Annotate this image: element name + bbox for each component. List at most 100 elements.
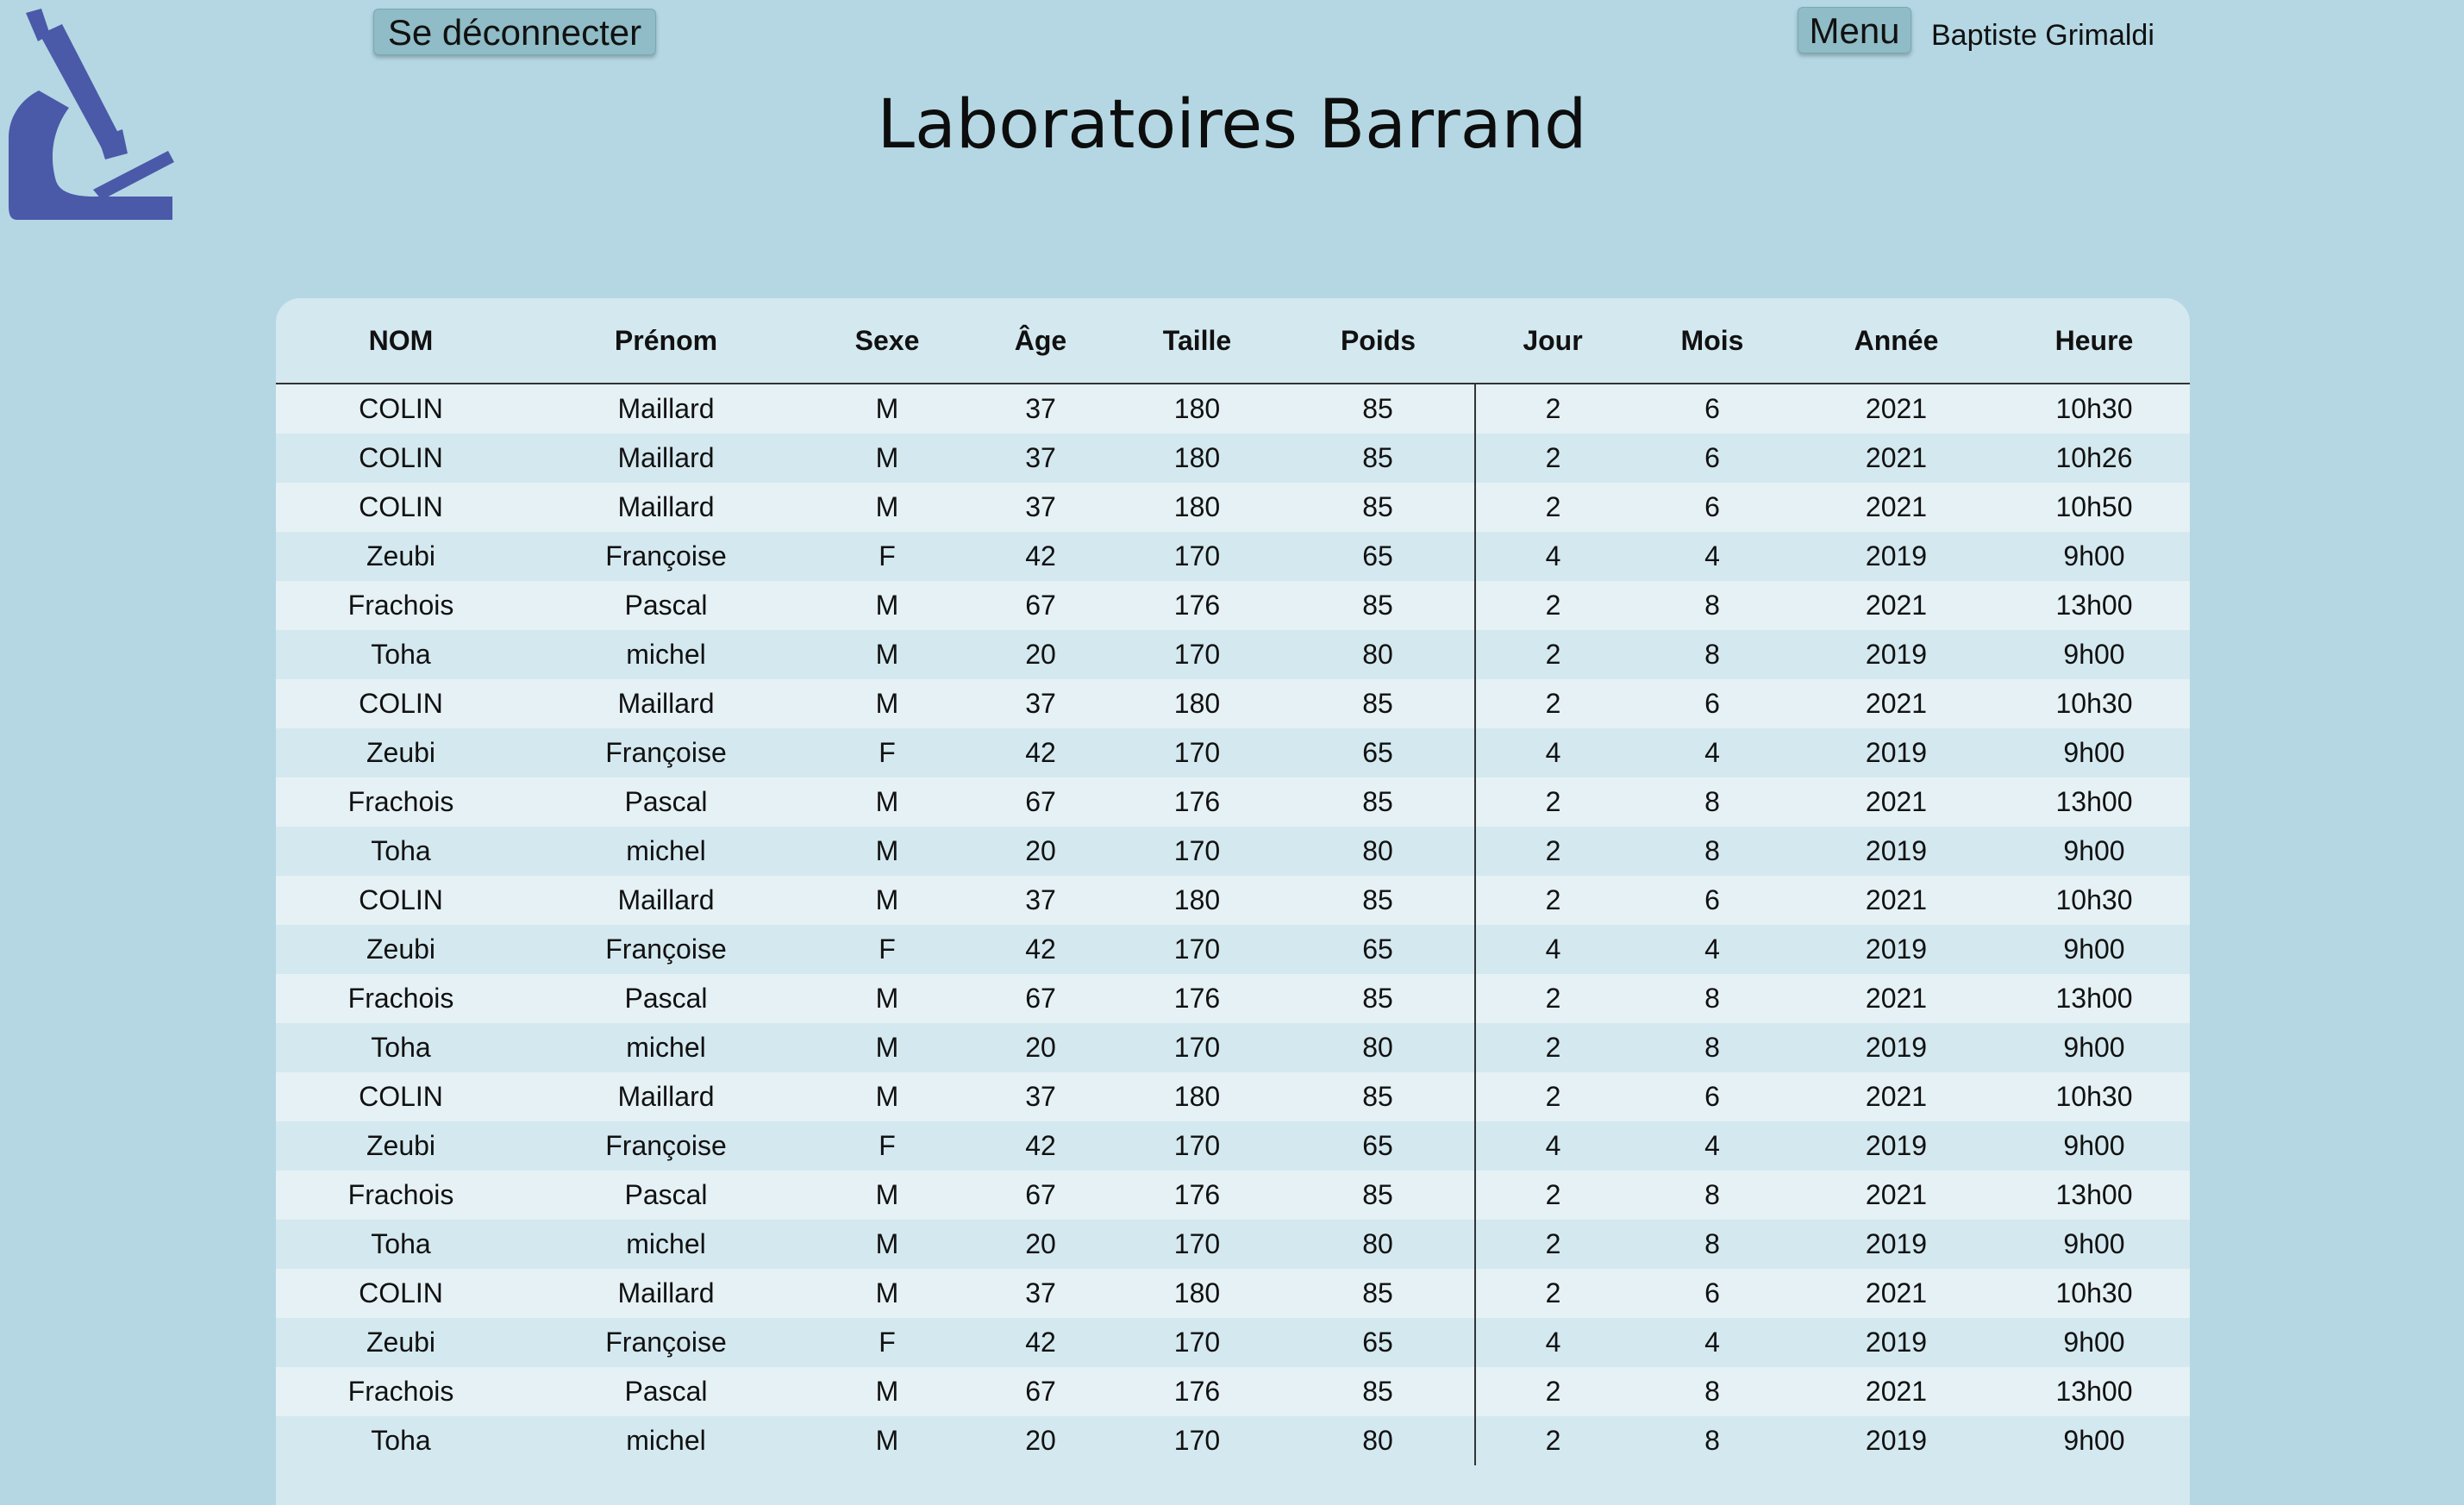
cell-annee: 2021 (1794, 1171, 1998, 1220)
cell-prenom: Pascal (526, 777, 806, 827)
cell-prenom: Pascal (526, 1171, 806, 1220)
cell-age: 37 (968, 434, 1113, 483)
cell-jour: 2 (1474, 581, 1630, 630)
cell-sexe: F (806, 728, 968, 777)
cell-taille: 180 (1113, 1269, 1281, 1318)
table-row: Toha michel M 20 170 80 2 8 2019 9h00 (276, 1220, 2190, 1269)
cell-sexe: M (806, 581, 968, 630)
cell-sexe: M (806, 1171, 968, 1220)
table-row: Frachois Pascal M 67 176 85 2 8 2021 13h00 (276, 1171, 2190, 1220)
cell-annee: 2019 (1794, 827, 1998, 876)
cell-jour: 2 (1474, 777, 1630, 827)
cell-nom: Toha (276, 630, 526, 679)
cell-sexe: F (806, 532, 968, 581)
cell-mois: 8 (1630, 827, 1794, 876)
table-row: Toha michel M 20 170 80 2 8 2019 9h00 (276, 1023, 2190, 1072)
cell-nom: COLIN (276, 384, 526, 434)
cell-nom: Frachois (276, 777, 526, 827)
cell-mois: 8 (1630, 777, 1794, 827)
cell-jour: 2 (1474, 434, 1630, 483)
cell-nom: COLIN (276, 679, 526, 728)
cell-age: 37 (968, 483, 1113, 532)
cell-annee: 2019 (1794, 1023, 1998, 1072)
cell-sexe: M (806, 777, 968, 827)
cell-jour: 2 (1474, 974, 1630, 1023)
cell-age: 37 (968, 1269, 1113, 1318)
column-header-annee: Année (1794, 298, 1998, 384)
cell-mois: 8 (1630, 1416, 1794, 1465)
cell-annee: 2019 (1794, 1220, 1998, 1269)
cell-mois: 4 (1630, 1318, 1794, 1367)
cell-heure: 9h00 (1998, 827, 2190, 876)
cell-jour: 2 (1474, 630, 1630, 679)
user-name: Baptiste Grimaldi (1931, 19, 2154, 52)
cell-prenom: michel (526, 1416, 806, 1465)
cell-nom: Zeubi (276, 532, 526, 581)
cell-jour: 2 (1474, 827, 1630, 876)
cell-annee: 2021 (1794, 434, 1998, 483)
table-row: COLIN Maillard M 37 180 85 2 6 2021 10h30 (276, 1269, 2190, 1318)
cell-heure: 13h00 (1998, 581, 2190, 630)
table-row: Frachois Pascal M 67 176 85 2 8 2021 13h00 (276, 974, 2190, 1023)
table-row: COLIN Maillard M 37 180 85 2 6 2021 10h30 (276, 876, 2190, 925)
cell-taille: 170 (1113, 827, 1281, 876)
cell-heure: 9h00 (1998, 1023, 2190, 1072)
cell-sexe: M (806, 434, 968, 483)
cell-jour: 4 (1474, 1121, 1630, 1171)
cell-nom: Frachois (276, 1171, 526, 1220)
cell-sexe: M (806, 827, 968, 876)
cell-age: 42 (968, 728, 1113, 777)
cell-mois: 8 (1630, 1023, 1794, 1072)
cell-mois: 4 (1630, 532, 1794, 581)
cell-taille: 176 (1113, 1367, 1281, 1416)
cell-poids: 65 (1281, 532, 1475, 581)
cell-nom: COLIN (276, 876, 526, 925)
page-title: Laboratoires Barrand (877, 86, 1587, 164)
cell-jour: 2 (1474, 1220, 1630, 1269)
cell-mois: 6 (1630, 483, 1794, 532)
cell-prenom: Pascal (526, 974, 806, 1023)
column-header-nom: NOM (276, 298, 526, 384)
cell-nom: COLIN (276, 1269, 526, 1318)
cell-poids: 65 (1281, 1318, 1475, 1367)
cell-prenom: Maillard (526, 679, 806, 728)
cell-mois: 6 (1630, 1269, 1794, 1318)
table-row: Toha michel M 20 170 80 2 8 2019 9h00 (276, 827, 2190, 876)
table-row: Toha michel M 20 170 80 2 8 2019 9h00 (276, 630, 2190, 679)
cell-annee: 2019 (1794, 1416, 1998, 1465)
cell-heure: 9h00 (1998, 925, 2190, 974)
cell-taille: 170 (1113, 1023, 1281, 1072)
cell-taille: 176 (1113, 581, 1281, 630)
cell-jour: 4 (1474, 532, 1630, 581)
cell-taille: 180 (1113, 876, 1281, 925)
cell-heure: 9h00 (1998, 728, 2190, 777)
cell-poids: 85 (1281, 434, 1475, 483)
cell-poids: 85 (1281, 483, 1475, 532)
cell-prenom: michel (526, 1023, 806, 1072)
cell-taille: 180 (1113, 384, 1281, 434)
cell-annee: 2019 (1794, 728, 1998, 777)
cell-age: 37 (968, 679, 1113, 728)
table-row: Zeubi Françoise F 42 170 65 4 4 2019 9h00 (276, 1318, 2190, 1367)
table-row: COLIN Maillard M 37 180 85 2 6 2021 10h30 (276, 679, 2190, 728)
logout-button[interactable]: Se déconnecter (373, 9, 656, 55)
cell-sexe: M (806, 876, 968, 925)
cell-mois: 8 (1630, 1220, 1794, 1269)
cell-mois: 8 (1630, 1171, 1794, 1220)
cell-annee: 2021 (1794, 1269, 1998, 1318)
cell-mois: 8 (1630, 630, 1794, 679)
cell-annee: 2021 (1794, 1072, 1998, 1121)
microscope-icon (9, 9, 174, 220)
cell-poids: 85 (1281, 777, 1475, 827)
cell-sexe: M (806, 1072, 968, 1121)
menu-button[interactable]: Menu (1798, 7, 1911, 53)
cell-nom: Zeubi (276, 728, 526, 777)
table-row: COLIN Maillard M 37 180 85 2 6 2021 10h26 (276, 434, 2190, 483)
cell-annee: 2019 (1794, 1318, 1998, 1367)
cell-poids: 65 (1281, 1121, 1475, 1171)
cell-taille: 170 (1113, 1318, 1281, 1367)
cell-prenom: Maillard (526, 1072, 806, 1121)
cell-jour: 2 (1474, 1072, 1630, 1121)
cell-jour: 2 (1474, 1171, 1630, 1220)
cell-age: 67 (968, 1367, 1113, 1416)
